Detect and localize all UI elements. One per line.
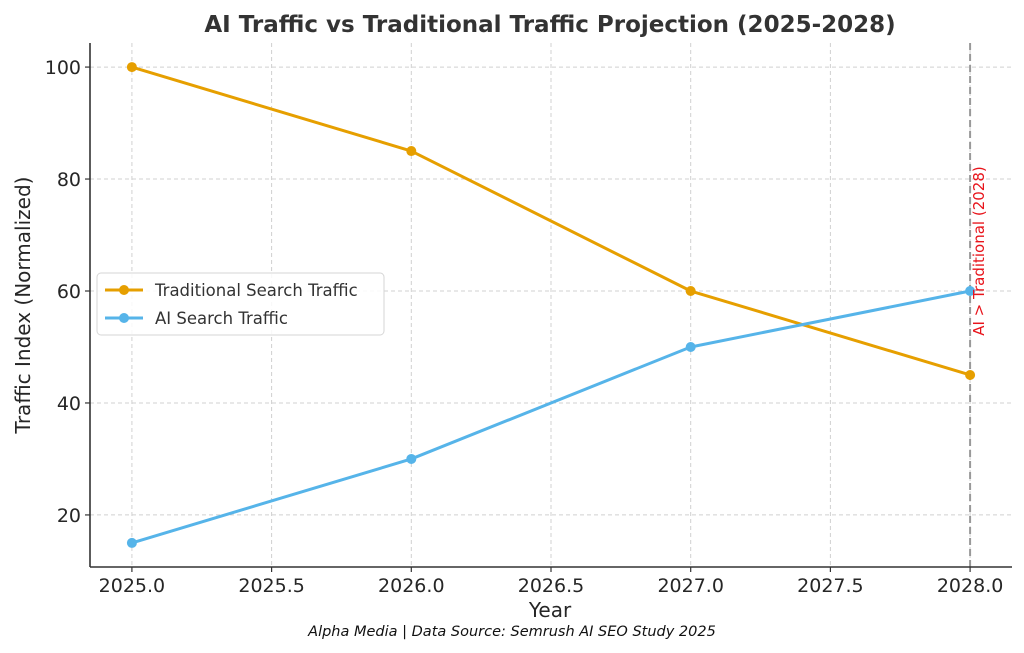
y-tick-label: 60 bbox=[57, 281, 81, 303]
data-point bbox=[126, 537, 137, 548]
legend-label: Traditional Search Traffic bbox=[154, 281, 358, 300]
x-tick-label: 2027.5 bbox=[797, 575, 863, 597]
y-tick-label: 20 bbox=[57, 505, 81, 527]
footer-source: Alpha Media | Data Source: Semrush AI SE… bbox=[307, 624, 716, 640]
legend-item: AI Search Traffic bbox=[105, 309, 288, 328]
x-tick-label: 2026.0 bbox=[378, 575, 444, 597]
data-point bbox=[685, 286, 696, 297]
y-tick-label: 80 bbox=[57, 169, 81, 191]
y-axis-label: Traffic Index (Normalized) bbox=[11, 177, 35, 435]
legend-box bbox=[96, 272, 385, 336]
x-tick-label: 2025.5 bbox=[238, 575, 304, 597]
data-point bbox=[406, 146, 417, 157]
series-line bbox=[131, 65, 971, 377]
annotation-crossover-label: AI > Traditional (2028) bbox=[970, 166, 988, 336]
legend-marker-swatch bbox=[119, 313, 129, 323]
x-tick-label: 2026.5 bbox=[518, 575, 584, 597]
chart-title: AI Traffic vs Traditional Traffic Projec… bbox=[204, 12, 895, 38]
y-ticks: 20 40 60 80 100 bbox=[45, 57, 90, 527]
y-tick-label: 40 bbox=[57, 393, 81, 415]
x-tick-label: 2028.0 bbox=[937, 575, 1003, 597]
x-ticks: 2025.0 2025.5 2026.0 2026.5 2027.0 2027.5 2028… bbox=[99, 567, 1003, 597]
annotation-text-layer: AI > Traditional (2028) bbox=[970, 166, 988, 336]
y-tick-label: 100 bbox=[45, 57, 81, 79]
data-point bbox=[406, 453, 417, 464]
series-traditional bbox=[126, 62, 976, 380]
data-point bbox=[965, 286, 976, 297]
series-layer bbox=[126, 62, 976, 548]
series-ai bbox=[126, 286, 976, 548]
x-tick-label: 2027.0 bbox=[657, 575, 723, 597]
x-axis-label: Year bbox=[528, 598, 572, 622]
legend-marker-swatch bbox=[119, 285, 129, 295]
series-line bbox=[131, 289, 971, 545]
legend: Traditional Search Traffic AI Search Traf… bbox=[96, 272, 385, 336]
data-point bbox=[965, 369, 976, 380]
legend-label: AI Search Traffic bbox=[155, 309, 288, 328]
data-point bbox=[685, 341, 696, 352]
grid bbox=[90, 43, 1012, 567]
legend-item: Traditional Search Traffic bbox=[105, 281, 358, 300]
data-point bbox=[126, 62, 137, 73]
x-tick-label: 2025.0 bbox=[99, 575, 165, 597]
